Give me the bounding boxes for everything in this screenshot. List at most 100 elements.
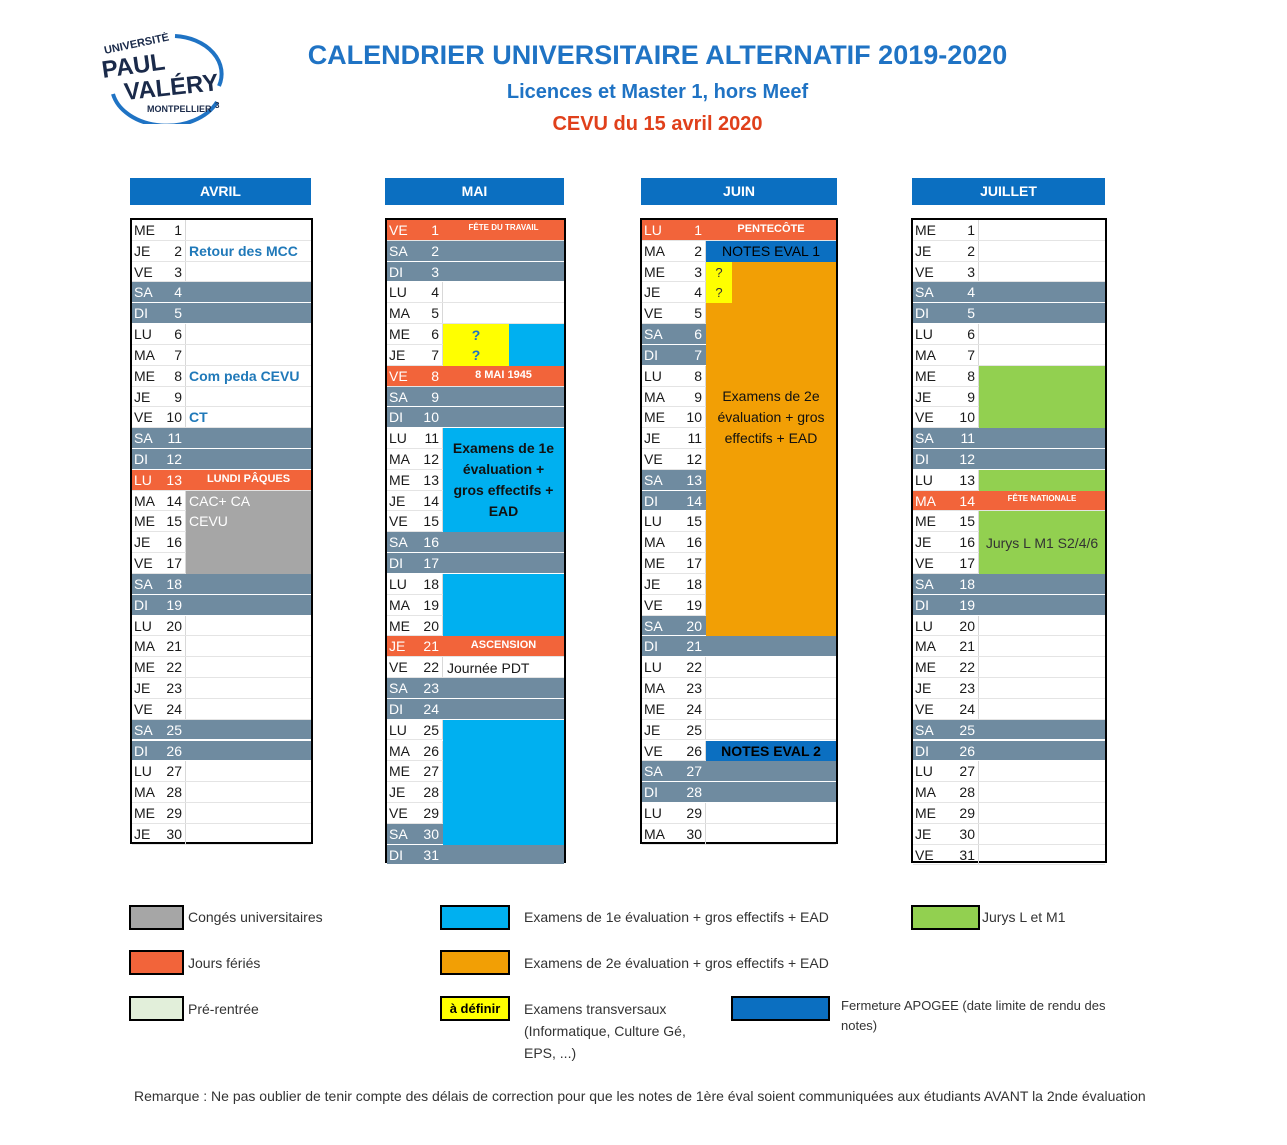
day-number: 30 [166,825,182,842]
day-name: ME [389,763,410,780]
day-cell: DI 19 [913,594,979,615]
legend-swatch-a-definir: à définir [440,996,510,1021]
day-cell: LU 13 [913,469,979,490]
day-cell: JE 16 [913,532,979,553]
day-cell: JE 2 [132,240,186,261]
day-cell: VE 3 [913,261,979,282]
day-cell: SA 2 [387,240,443,261]
day-cell: JE 4 [642,282,706,303]
day-row: DI 19 [913,594,1105,616]
day-cell: LU 25 [387,719,443,740]
day-number: 5 [431,305,439,322]
day-name: VE [915,846,934,863]
day-number: 12 [686,451,702,468]
day-row: DI 3 [387,261,564,283]
day-cell: SA 18 [913,573,979,594]
day-cell: ME 27 [387,761,443,782]
day-name: JE [915,680,932,697]
day-number: 8 [174,367,182,384]
day-number: 27 [423,763,439,780]
day-number: 4 [174,284,182,301]
day-number: 3 [174,263,182,280]
day-number: 16 [423,534,439,551]
day-row: JE 30 [132,823,311,845]
day-number: 8 [967,367,975,384]
day-name: MA [389,596,410,613]
day-name: MA [134,638,155,655]
day-name: LU [134,617,152,634]
day-name: MA [389,742,410,759]
day-cell: JE 23 [913,678,979,698]
day-cell: SA 11 [132,428,186,448]
day-number: 20 [959,617,975,634]
day-name: LU [915,617,933,634]
day-cell: SA 13 [642,469,706,490]
day-name: SA [915,284,934,301]
day-number: 30 [423,825,439,842]
holiday-label: 8 MAI 1945 [475,368,532,381]
day-cell: JE 21 [387,636,443,657]
day-cell: JE 16 [132,532,186,553]
day-cell: SA 6 [642,324,706,344]
day-number: 29 [166,804,182,821]
day-number: 30 [686,825,702,842]
day-number: 24 [423,700,439,717]
day-name: ME [389,326,410,343]
day-name: JE [389,638,406,655]
day-cell: ME 10 [642,407,706,428]
conges-block: CAC+ CA CEVU [186,490,311,574]
day-name: SA [389,534,408,551]
day-row: ME 24 [642,698,836,720]
day-number: 19 [959,596,975,613]
legend-swatch-feries [129,950,184,975]
day-cell: ME 6 [387,324,443,344]
day-name: DI [389,846,403,863]
day-name: JE [915,534,932,551]
day-row: MA 14 FÊTE NATIONALE [913,490,1105,512]
day-cell: DI 28 [642,782,706,802]
day-row: DI 26 [132,740,311,762]
day-number: 7 [431,346,439,363]
day-name: SA [134,721,153,738]
day-name: JE [134,680,151,697]
day-name: ME [389,471,410,488]
day-name: JE [915,242,932,259]
day-row: SA 27 [642,761,836,783]
day-name: ME [915,659,936,676]
day-cell: LU 18 [387,573,443,594]
day-name: VE [915,555,934,572]
day-number: 4 [694,284,702,301]
day-row: SA 16 [387,532,564,554]
day-cell: LU 13 [132,469,186,490]
day-name: JE [134,388,151,405]
day-number: 9 [431,388,439,405]
day-row: MA 30 [642,823,836,845]
day-row: JE 25 [642,719,836,741]
jurys-block-2 [979,469,1105,491]
legend-swatch-prerentree [129,996,184,1021]
day-name: MA [644,534,665,551]
day-cell: MA 9 [642,386,706,407]
day-number: 7 [174,346,182,363]
day-number: 15 [959,513,975,530]
day-number: 23 [686,680,702,697]
day-cell: DI 21 [642,636,706,657]
day-number: 20 [686,617,702,634]
day-number: 25 [166,721,182,738]
day-row: LU 6 [913,324,1105,345]
day-cell: MA 30 [642,823,706,844]
day-cell: DI 12 [132,449,186,469]
day-name: MA [389,305,410,322]
month-header-juin: JUIN [641,178,837,205]
day-cell: JE 28 [387,782,443,802]
day-name: LU [644,222,662,238]
day-number: 31 [959,846,975,863]
day-cell: MA 28 [132,782,186,802]
day-number: 13 [959,471,975,488]
day-number: 15 [166,513,182,530]
day-name: MA [644,680,665,697]
day-number: 5 [694,305,702,322]
day-name: DI [134,742,148,759]
logo-swoosh-upper [174,34,224,87]
day-row: ME 22 [132,657,311,679]
